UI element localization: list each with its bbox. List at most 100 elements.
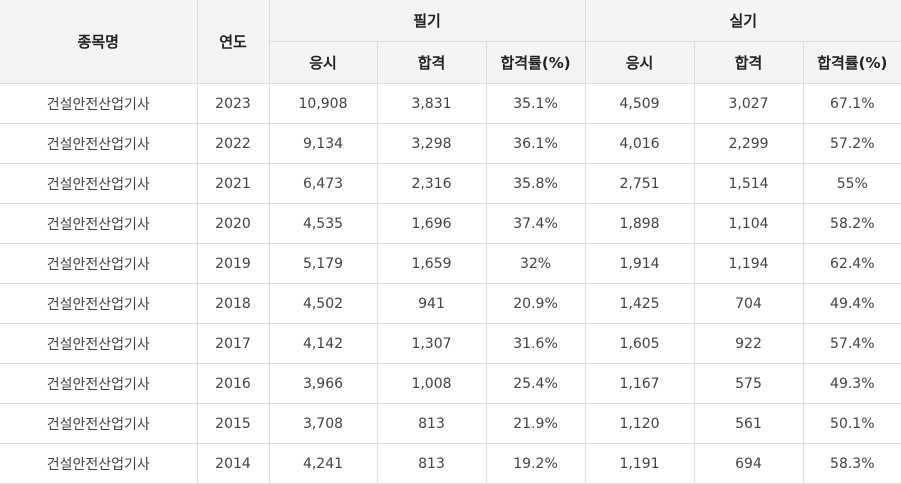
cell-practical-rate: 50.1%: [802, 403, 901, 444]
cell-written-rate: 35.8%: [485, 163, 586, 204]
cell-practical-applicants: 1,120: [584, 403, 695, 444]
table-row: 건설안전산업기사 2020 4,535 1,696 37.4% 1,898 1,104 58.…: [0, 203, 901, 244]
cell-practical-applicants: 2,751: [584, 163, 695, 204]
table-row: 건설안전산업기사 2015 3,708 813 21.9% 1,120 561 50.1%: [0, 403, 901, 444]
cell-practical-applicants: 1,191: [584, 443, 695, 484]
cell-practical-rate: 49.3%: [802, 363, 901, 404]
header-practical-passed: 합격: [693, 41, 804, 84]
cell-practical-applicants: 4,016: [584, 123, 695, 164]
cell-subject: 건설안전산업기사: [0, 123, 198, 164]
cell-year: 2016: [196, 363, 270, 404]
cell-practical-rate: 57.2%: [802, 123, 901, 164]
cell-practical-applicants: 1,898: [584, 203, 695, 244]
cell-written-applicants: 6,473: [268, 163, 378, 204]
cell-subject: 건설안전산업기사: [0, 443, 198, 484]
cell-written-passed: 813: [376, 443, 487, 484]
table-body: 건설안전산업기사 2023 10,908 3,831 35.1% 4,509 3,027 67…: [0, 83, 901, 484]
header-written-rate: 합격률(%): [485, 41, 586, 84]
header-written-applicants: 응시: [269, 41, 378, 84]
header-year: 연도: [196, 0, 270, 84]
table-row: 건설안전산업기사 2019 5,179 1,659 32% 1,914 1,194 62.4%: [0, 243, 901, 284]
cell-practical-rate: 62.4%: [802, 243, 901, 284]
cell-practical-applicants: 4,509: [584, 83, 695, 124]
table-row: 건설안전산업기사 2022 9,134 3,298 36.1% 4,016 2,299 57.…: [0, 123, 901, 164]
cell-subject: 건설안전산업기사: [0, 203, 198, 244]
table-row: 건설안전산업기사 2016 3,966 1,008 25.4% 1,167 575 49.3%: [0, 363, 901, 404]
cell-written-rate: 31.6%: [485, 323, 586, 364]
cell-written-passed: 1,696: [376, 203, 487, 244]
cell-written-applicants: 10,908: [268, 83, 378, 124]
cell-practical-applicants: 1,605: [584, 323, 695, 364]
cell-written-applicants: 4,142: [268, 323, 378, 364]
cell-written-rate: 35.1%: [485, 83, 586, 124]
cell-practical-passed: 694: [693, 443, 804, 484]
table-row: 건설안전산업기사 2017 4,142 1,307 31.6% 1,605 922 57.4%: [0, 323, 901, 364]
cell-written-passed: 2,316: [376, 163, 487, 204]
cell-practical-applicants: 1,914: [584, 243, 695, 284]
header-written-passed: 합격: [376, 41, 487, 84]
cell-subject: 건설안전산업기사: [0, 403, 198, 444]
cell-written-applicants: 9,134: [268, 123, 378, 164]
cell-written-passed: 1,008: [376, 363, 487, 404]
cell-written-passed: 813: [376, 403, 487, 444]
cell-year: 2014: [196, 443, 270, 484]
table-row: 건설안전산업기사 2023 10,908 3,831 35.1% 4,509 3,027 67…: [0, 83, 901, 124]
cell-subject: 건설안전산업기사: [0, 323, 198, 364]
cell-practical-passed: 2,299: [693, 123, 804, 164]
table-row: 건설안전산업기사 2014 4,241 813 19.2% 1,191 694 58.3%: [0, 443, 901, 484]
cell-subject: 건설안전산업기사: [0, 83, 198, 124]
cell-subject: 건설안전산업기사: [0, 163, 198, 204]
cell-written-rate: 25.4%: [485, 363, 586, 404]
table-row: 건설안전산업기사 2018 4,502 941 20.9% 1,425 704 49.4%: [0, 283, 901, 324]
cell-year: 2015: [196, 403, 270, 444]
cell-practical-rate: 58.2%: [802, 203, 901, 244]
cell-subject: 건설안전산업기사: [0, 363, 198, 404]
cell-practical-passed: 1,194: [693, 243, 804, 284]
cell-written-rate: 21.9%: [485, 403, 586, 444]
cell-practical-rate: 67.1%: [802, 83, 901, 124]
table-row: 건설안전산업기사 2021 6,473 2,316 35.8% 2,751 1,514 55%: [0, 163, 901, 204]
cell-year: 2019: [196, 243, 270, 284]
cell-written-rate: 20.9%: [485, 283, 586, 324]
header-practical-rate: 합격률(%): [802, 41, 901, 84]
table-header: 종목명 연도 필기 실기 응시 합격 합격률(%) 응시 합격 합격률(%): [0, 0, 901, 84]
cell-written-rate: 37.4%: [485, 203, 586, 244]
cell-subject: 건설안전산업기사: [0, 243, 198, 284]
header-written: 필기: [268, 0, 586, 42]
cell-written-rate: 36.1%: [485, 123, 586, 164]
header-practical: 실기: [584, 0, 901, 42]
cell-written-applicants: 4,241: [268, 443, 378, 484]
cell-practical-passed: 1,514: [693, 163, 804, 204]
cell-year: 2018: [196, 283, 270, 324]
cell-practical-applicants: 1,425: [584, 283, 695, 324]
header-subject: 종목명: [0, 0, 198, 84]
cell-practical-passed: 3,027: [693, 83, 804, 124]
cell-year: 2023: [196, 83, 270, 124]
cell-written-applicants: 5,179: [268, 243, 378, 284]
cell-written-applicants: 3,708: [268, 403, 378, 444]
cell-written-passed: 3,831: [376, 83, 487, 124]
cell-practical-passed: 575: [693, 363, 804, 404]
cell-practical-passed: 561: [693, 403, 804, 444]
cell-practical-passed: 704: [693, 283, 804, 324]
cell-practical-rate: 49.4%: [802, 283, 901, 324]
cell-year: 2017: [196, 323, 270, 364]
cell-practical-rate: 58.3%: [802, 443, 901, 484]
cell-year: 2020: [196, 203, 270, 244]
cell-written-applicants: 4,535: [268, 203, 378, 244]
cell-year: 2021: [196, 163, 270, 204]
cell-written-passed: 941: [376, 283, 487, 324]
cell-written-rate: 32%: [485, 243, 586, 284]
cell-practical-passed: 922: [693, 323, 804, 364]
cell-written-passed: 1,659: [376, 243, 487, 284]
cell-practical-rate: 57.4%: [802, 323, 901, 364]
cell-practical-applicants: 1,167: [584, 363, 695, 404]
cell-practical-passed: 1,104: [693, 203, 804, 244]
cell-practical-rate: 55%: [802, 163, 901, 204]
cell-written-applicants: 4,502: [268, 283, 378, 324]
cell-written-applicants: 3,966: [268, 363, 378, 404]
cell-written-passed: 1,307: [376, 323, 487, 364]
cell-subject: 건설안전산업기사: [0, 283, 198, 324]
cell-written-passed: 3,298: [376, 123, 487, 164]
